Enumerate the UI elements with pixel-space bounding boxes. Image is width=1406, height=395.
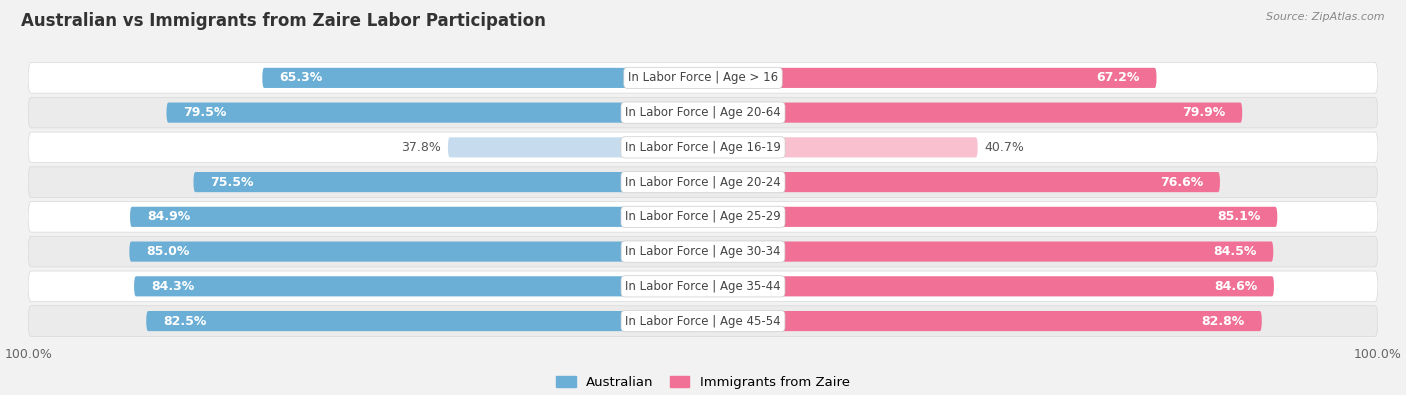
FancyBboxPatch shape [134,276,703,296]
FancyBboxPatch shape [194,172,703,192]
Text: In Labor Force | Age 20-64: In Labor Force | Age 20-64 [626,106,780,119]
Text: Source: ZipAtlas.com: Source: ZipAtlas.com [1267,12,1385,22]
FancyBboxPatch shape [28,62,1378,93]
FancyBboxPatch shape [449,137,703,158]
FancyBboxPatch shape [703,68,1157,88]
Text: 76.6%: 76.6% [1160,176,1204,188]
FancyBboxPatch shape [263,68,703,88]
FancyBboxPatch shape [129,207,703,227]
FancyBboxPatch shape [28,306,1378,337]
FancyBboxPatch shape [146,311,703,331]
Text: 84.6%: 84.6% [1213,280,1257,293]
Text: In Labor Force | Age 16-19: In Labor Force | Age 16-19 [626,141,780,154]
FancyBboxPatch shape [28,201,1378,232]
Text: In Labor Force | Age 45-54: In Labor Force | Age 45-54 [626,314,780,327]
FancyBboxPatch shape [703,207,1277,227]
FancyBboxPatch shape [703,137,977,158]
Text: 37.8%: 37.8% [401,141,441,154]
Text: Australian vs Immigrants from Zaire Labor Participation: Australian vs Immigrants from Zaire Labo… [21,12,546,30]
Text: In Labor Force | Age 35-44: In Labor Force | Age 35-44 [626,280,780,293]
Text: In Labor Force | Age > 16: In Labor Force | Age > 16 [628,71,778,85]
FancyBboxPatch shape [703,276,1274,296]
Text: 82.5%: 82.5% [163,314,207,327]
Text: 84.5%: 84.5% [1213,245,1257,258]
Text: 67.2%: 67.2% [1097,71,1140,85]
FancyBboxPatch shape [703,103,1243,123]
Text: 84.3%: 84.3% [150,280,194,293]
Text: 82.8%: 82.8% [1202,314,1244,327]
FancyBboxPatch shape [28,132,1378,163]
FancyBboxPatch shape [28,236,1378,267]
FancyBboxPatch shape [129,241,703,261]
Text: In Labor Force | Age 30-34: In Labor Force | Age 30-34 [626,245,780,258]
Text: 84.9%: 84.9% [146,211,190,223]
Text: 75.5%: 75.5% [211,176,254,188]
Text: 40.7%: 40.7% [984,141,1025,154]
FancyBboxPatch shape [28,97,1378,128]
FancyBboxPatch shape [28,271,1378,302]
FancyBboxPatch shape [703,311,1261,331]
FancyBboxPatch shape [166,103,703,123]
Text: In Labor Force | Age 20-24: In Labor Force | Age 20-24 [626,176,780,188]
FancyBboxPatch shape [703,241,1274,261]
Text: 79.5%: 79.5% [183,106,226,119]
FancyBboxPatch shape [28,167,1378,198]
FancyBboxPatch shape [703,172,1220,192]
Text: 85.0%: 85.0% [146,245,190,258]
Text: 85.1%: 85.1% [1218,211,1260,223]
Text: 79.9%: 79.9% [1182,106,1226,119]
Legend: Australian, Immigrants from Zaire: Australian, Immigrants from Zaire [555,376,851,389]
Text: 65.3%: 65.3% [280,71,322,85]
Text: In Labor Force | Age 25-29: In Labor Force | Age 25-29 [626,211,780,223]
